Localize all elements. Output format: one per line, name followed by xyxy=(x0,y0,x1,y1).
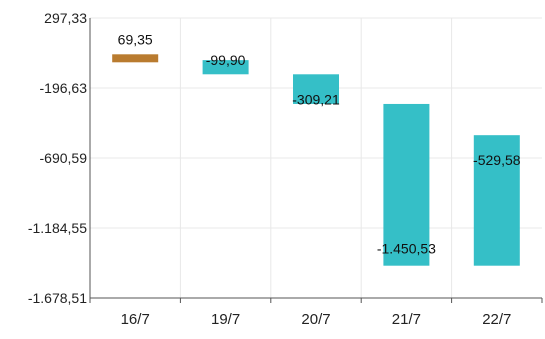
axis-layer xyxy=(89,18,543,303)
data-label: 69,35 xyxy=(118,31,153,47)
label-layer: 297,33 -196,63 -690,59 -1.184,55 -1.678,51 16… xyxy=(28,10,521,328)
data-label: -99,90 xyxy=(206,52,246,68)
bar-20-7 xyxy=(293,74,339,104)
bar-21-7 xyxy=(383,103,430,266)
bar-19-7 xyxy=(202,60,249,75)
data-label: -1.450,53 xyxy=(377,241,436,257)
y-tick-label: -1.184,55 xyxy=(28,220,87,236)
y-tick-label: -690,59 xyxy=(40,150,88,166)
x-tick-label: 16/7 xyxy=(121,311,150,328)
grid-layer xyxy=(90,17,542,298)
bar-layer xyxy=(112,54,520,266)
data-label: -529,58 xyxy=(473,152,521,168)
x-tick-label: 21/7 xyxy=(392,311,421,328)
x-tick-label: 19/7 xyxy=(211,311,240,328)
x-tick-label: 20/7 xyxy=(301,311,330,328)
bar-16-7 xyxy=(112,54,159,63)
y-tick-label: 297,33 xyxy=(44,10,87,26)
y-tick-label: -196,63 xyxy=(40,80,88,96)
data-label: -309,21 xyxy=(292,91,340,107)
bar-22-7 xyxy=(473,135,520,266)
x-tick-label: 22/7 xyxy=(482,311,511,328)
y-tick-label: -1.678,51 xyxy=(28,290,87,306)
